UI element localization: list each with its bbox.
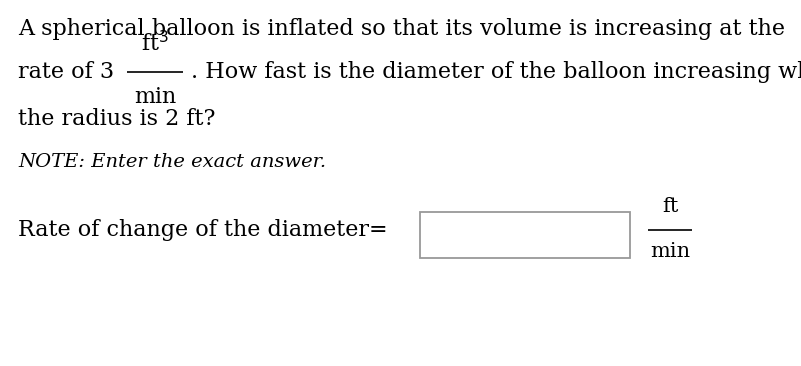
Text: rate of 3: rate of 3: [18, 61, 114, 83]
Text: Rate of change of the diameter=: Rate of change of the diameter=: [18, 219, 388, 241]
Text: ft: ft: [662, 197, 678, 216]
Text: NOTE: Enter the exact answer.: NOTE: Enter the exact answer.: [18, 153, 326, 171]
Text: min: min: [134, 86, 176, 108]
Text: min: min: [650, 242, 690, 261]
Text: the radius is 2 ft?: the radius is 2 ft?: [18, 108, 215, 130]
FancyBboxPatch shape: [420, 212, 630, 258]
Text: ft$^3$: ft$^3$: [141, 31, 169, 56]
Text: A spherical balloon is inflated so that its volume is increasing at the: A spherical balloon is inflated so that …: [18, 18, 785, 40]
Text: . How fast is the diameter of the balloon increasing when: . How fast is the diameter of the balloo…: [191, 61, 801, 83]
